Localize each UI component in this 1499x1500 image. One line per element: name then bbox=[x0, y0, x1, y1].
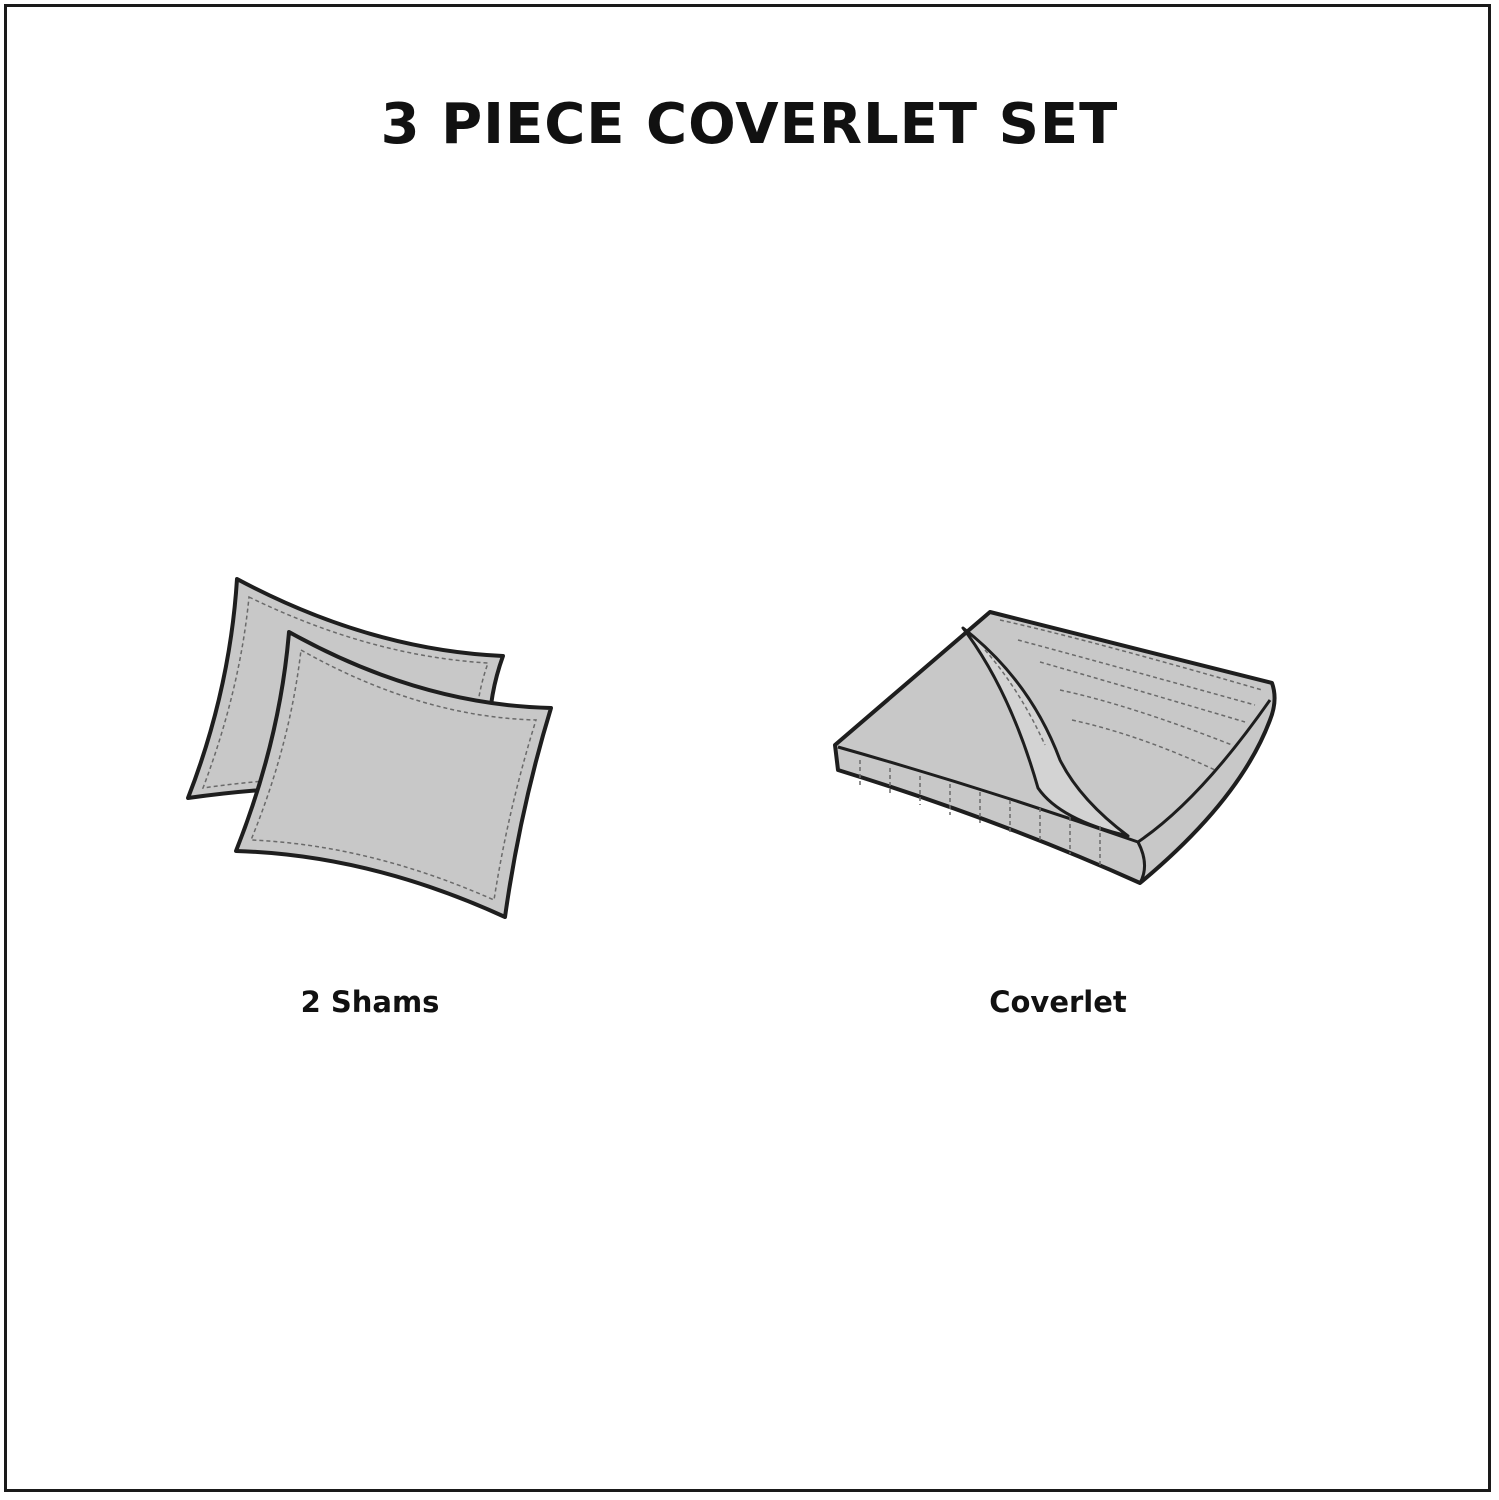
coverlet-flap bbox=[961, 626, 1130, 838]
shams-icon bbox=[186, 577, 553, 919]
page-title: 3 PIECE COVERLET SET bbox=[380, 92, 1119, 157]
front-sham-stitch bbox=[249, 648, 538, 902]
coverlet-icon bbox=[833, 610, 1277, 885]
shams-caption: 2 Shams bbox=[300, 985, 440, 1019]
coverlet-quilting bbox=[859, 619, 1263, 866]
coverlet-caption: Coverlet bbox=[989, 985, 1127, 1019]
coverlet-front-edge bbox=[837, 745, 1146, 884]
front-sham-shape bbox=[234, 630, 553, 919]
coverlet-side-fold bbox=[1137, 699, 1272, 844]
